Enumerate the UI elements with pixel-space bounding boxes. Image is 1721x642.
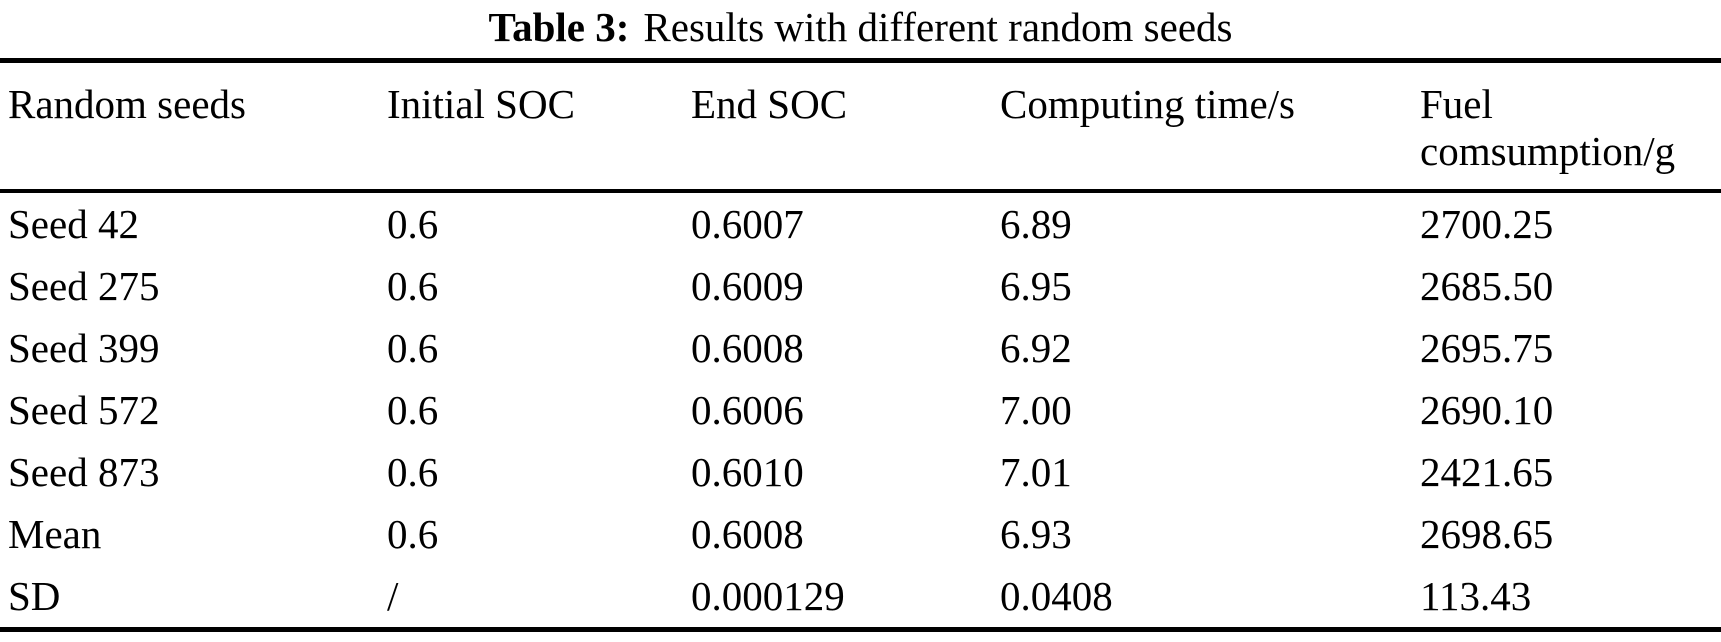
table-cell: 7.01: [1000, 449, 1072, 495]
table-caption-text: Results with different random seeds: [643, 4, 1233, 50]
table-cell: 0.0408: [1000, 573, 1113, 619]
table-row: Seed 275 0.6 0.6009 6.95 2685.50: [0, 255, 1721, 317]
results-table: Random seeds Initial SOC End SOC Computi…: [0, 58, 1721, 632]
table-cell: 0.6010: [691, 449, 804, 495]
table-cell: 6.93: [1000, 511, 1072, 557]
table-row: Seed 42 0.6 0.6007 6.89 2700.25: [0, 191, 1721, 255]
table-cell: 2690.10: [1420, 387, 1554, 433]
table-row: Seed 399 0.6 0.6008 6.92 2695.75: [0, 317, 1721, 379]
table-cell: 2698.65: [1420, 511, 1554, 557]
table-cell: 2421.65: [1420, 449, 1554, 495]
column-header-fuel-consumption: Fuel comsumption/g: [1420, 60, 1721, 193]
table-cell: 7.00: [1000, 387, 1072, 433]
table-cell: 0.6008: [691, 325, 804, 371]
table-cell: Seed 399: [8, 325, 160, 371]
table-caption-label: Table 3:: [488, 4, 630, 50]
table-cell: 6.95: [1000, 263, 1072, 309]
table-cell: 0.6009: [691, 263, 804, 309]
table-cell: 0.6007: [691, 201, 804, 247]
table-row: Mean 0.6 0.6008 6.93 2698.65: [0, 503, 1721, 565]
table-cell: /: [387, 573, 399, 619]
table-row: Seed 873 0.6 0.6010 7.01 2421.65: [0, 441, 1721, 503]
table-cell: 0.6: [387, 511, 439, 557]
table-cell: Seed 42: [8, 201, 139, 247]
table-cell: 2695.75: [1420, 325, 1554, 371]
table-row: SD / 0.000129 0.0408 113.43: [0, 565, 1721, 630]
table-row: Seed 572 0.6 0.6006 7.00 2690.10: [0, 379, 1721, 441]
table-cell: 0.6006: [691, 387, 804, 433]
table-cell: 0.6: [387, 325, 439, 371]
table-cell: 0.6: [387, 387, 439, 433]
table-caption: Table 3: Results with different random se…: [0, 0, 1721, 51]
table-cell: Seed 275: [8, 263, 160, 309]
table-body: Seed 42 0.6 0.6007 6.89 2700.25 Seed 275 0.6 0.…: [0, 191, 1721, 630]
table-cell: 0.6008: [691, 511, 804, 557]
column-header-end-soc: End SOC: [691, 60, 1000, 193]
table-cell: 6.92: [1000, 325, 1072, 371]
table-cell: 0.000129: [691, 573, 845, 619]
table-cell: 113.43: [1420, 573, 1532, 619]
table-cell: 6.89: [1000, 201, 1072, 247]
table-cell: Mean: [8, 511, 102, 557]
table-cell: SD: [8, 573, 61, 619]
column-header-initial-soc: Initial SOC: [387, 60, 691, 193]
table-cell: 0.6: [387, 263, 439, 309]
table-cell: 2700.25: [1420, 201, 1554, 247]
table-cell: 2685.50: [1420, 263, 1554, 309]
column-header-computing-time: Computing time/s: [1000, 60, 1420, 193]
header-row: Random seeds Initial SOC End SOC Computi…: [0, 60, 1721, 193]
table-cell: 0.6: [387, 201, 439, 247]
table-cell: Seed 873: [8, 449, 160, 495]
table-cell: 0.6: [387, 449, 439, 495]
column-header-random-seeds: Random seeds: [0, 60, 387, 193]
table-cell: Seed 572: [8, 387, 160, 433]
